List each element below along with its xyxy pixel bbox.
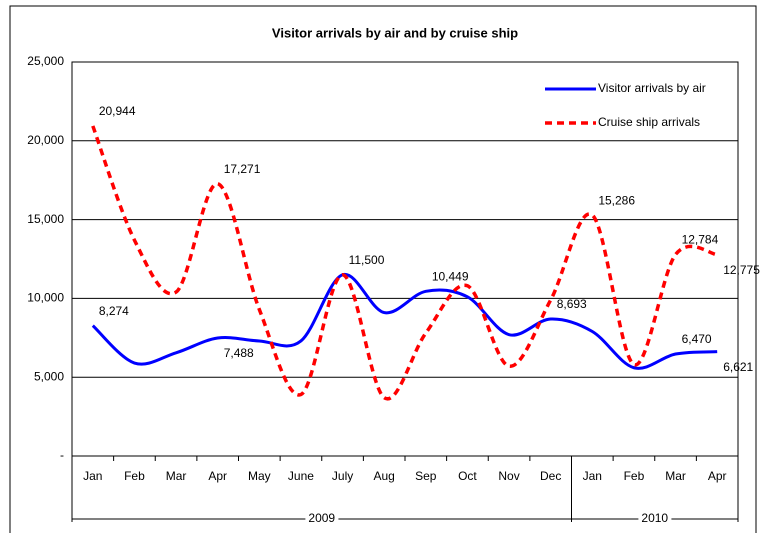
x-tick-label: Sep (415, 469, 437, 483)
series-line (91, 125, 718, 401)
y-tick-label: - (60, 448, 64, 462)
x-tick-label: Apr (208, 469, 227, 483)
legend-label: Cruise ship arrivals (598, 115, 700, 129)
group-label: 2009 (308, 511, 335, 525)
data-label: 6,621 (723, 360, 753, 374)
x-tick-label: Feb (624, 469, 645, 483)
x-tick-label: Dec (540, 469, 561, 483)
x-tick-label: Nov (498, 469, 519, 483)
data-label: 7,488 (224, 346, 254, 360)
data-label: 15,286 (598, 193, 635, 207)
x-tick-label: Jan (583, 469, 602, 483)
data-label: 11,500 (349, 253, 385, 267)
chart-border (9, 5, 757, 533)
y-tick-label: 5,000 (34, 369, 64, 383)
x-tick-label: Jan (83, 469, 102, 483)
data-label: 20,944 (99, 104, 136, 118)
x-tick-label: Feb (124, 469, 145, 483)
y-tick-label: 15,000 (27, 212, 64, 226)
chart-title: Visitor arrivals by air and by cruise sh… (272, 25, 518, 40)
x-tick-label: Mar (665, 469, 686, 483)
x-tick-label: Apr (708, 469, 727, 483)
series-line (91, 273, 718, 370)
data-label: 12,775 (723, 263, 760, 277)
x-tick-label: Aug (374, 469, 395, 483)
data-label: 8,693 (557, 297, 587, 311)
y-tick-label: 10,000 (27, 291, 64, 305)
x-tick-label: Mar (166, 469, 187, 483)
x-tick-label: Oct (458, 469, 477, 483)
group-label-bg (305, 511, 339, 526)
y-tick-label: 25,000 (27, 54, 64, 68)
x-tick-label: July (332, 469, 353, 483)
group-label: 2010 (641, 511, 668, 525)
data-label: 6,470 (682, 332, 712, 346)
data-label: 12,784 (682, 233, 719, 247)
data-label: 8,274 (99, 304, 129, 318)
x-tick-label: June (288, 469, 314, 483)
group-label-bg (638, 511, 672, 526)
data-label: 17,271 (224, 162, 261, 176)
legend-label: Visitor arrivals by air (598, 81, 706, 95)
x-tick-label: May (248, 469, 271, 483)
data-label: 10,449 (432, 269, 469, 283)
y-tick-label: 20,000 (27, 133, 64, 147)
